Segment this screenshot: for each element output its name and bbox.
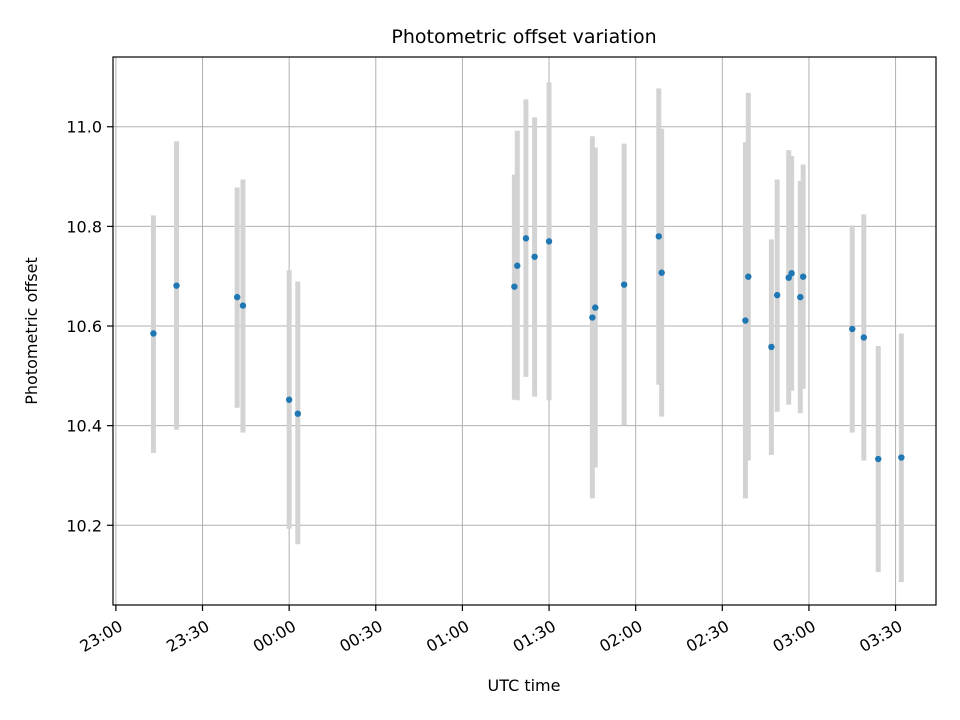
data-point: [589, 314, 596, 321]
data-point: [150, 330, 157, 337]
data-point: [658, 269, 665, 276]
plot-area-frame: [112, 56, 937, 606]
data-point: [620, 281, 628, 288]
data-point: [860, 334, 868, 341]
data-point: [545, 238, 553, 245]
data-point: [239, 302, 247, 309]
data-point: [745, 273, 752, 280]
data-point: [799, 273, 807, 280]
data-point: [514, 262, 521, 269]
data-point: [592, 304, 599, 311]
x-axis-label: UTC time: [488, 676, 561, 695]
y-tick-label: 11.0: [66, 118, 102, 137]
data-point: [788, 270, 795, 277]
y-axis-ticks: 10.2 10.4 10.6 10.8 11.0: [66, 118, 113, 535]
data-point: [768, 343, 775, 351]
data-point: [742, 317, 749, 324]
chart-title: Photometric offset variation: [391, 26, 656, 48]
data-point: [898, 454, 905, 461]
data-point: [655, 233, 662, 240]
data-point: [511, 283, 518, 290]
data-point: [531, 253, 538, 260]
data-point: [875, 455, 882, 463]
data-point: [522, 235, 530, 242]
data-point: [773, 291, 781, 299]
y-tick-label: 10.2: [66, 516, 102, 535]
y-tick-label: 10.4: [66, 417, 102, 436]
data-point: [849, 325, 856, 333]
y-axis-label: Photometric offset: [22, 257, 41, 405]
data-point: [285, 396, 293, 403]
data-point: [294, 410, 302, 417]
y-tick-label: 10.8: [66, 217, 102, 236]
data-point: [797, 293, 804, 301]
point-layer: [150, 233, 905, 463]
data-point: [233, 293, 241, 301]
y-tick-label: 10.6: [66, 317, 102, 336]
data-point: [173, 282, 180, 289]
